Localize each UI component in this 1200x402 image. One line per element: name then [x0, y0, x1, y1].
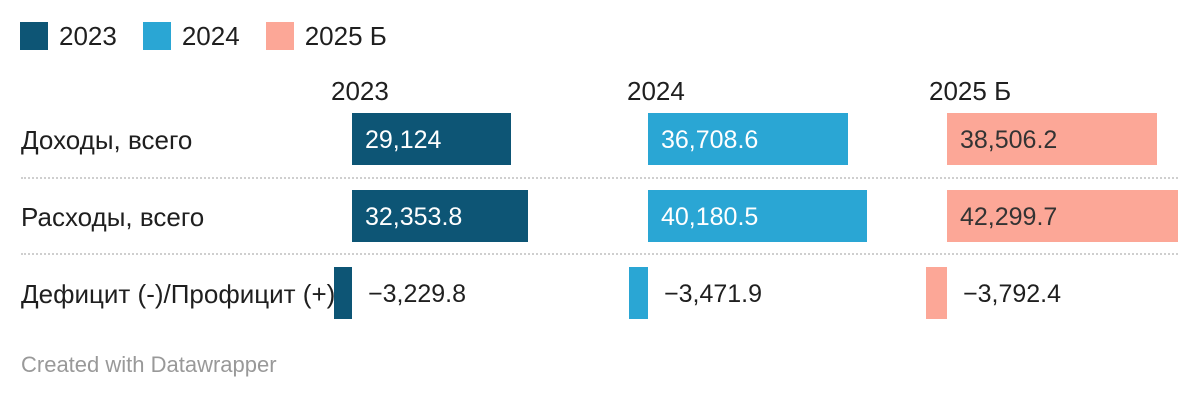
column-header: 2023 [331, 76, 389, 106]
bar [334, 267, 352, 319]
bar-value-label: −3,471.9 [664, 280, 763, 308]
legend-item: 2025 Б [265, 21, 387, 51]
legend-label: 2025 Б [304, 21, 387, 51]
legend-item: 2023 [20, 22, 117, 50]
legend: 2023 2024 2025 Б [20, 22, 413, 50]
column-header: 2024 [627, 76, 685, 106]
column-header: 2025 Б [929, 76, 1012, 106]
legend-item: 2024 [142, 21, 240, 51]
bar-value-label: 38,506.2 [960, 126, 1058, 154]
legend-label: 2023 [59, 21, 117, 51]
bar-value-label: −3,792.4 [963, 280, 1062, 308]
bar [947, 190, 1178, 242]
legend-swatch-icon [265, 22, 294, 50]
row-label: Расходы, всего [21, 202, 205, 232]
legend-swatch-icon [142, 22, 171, 50]
row-separator [21, 253, 1178, 255]
bar-value-label: −3,229.8 [368, 280, 467, 308]
row-label: Доходы, всего [21, 125, 193, 155]
bar [629, 267, 648, 319]
bar-value-label: 40,180.5 [661, 203, 759, 231]
bar [352, 113, 511, 165]
bar-value-label: 42,299.7 [960, 203, 1058, 231]
bar [926, 267, 947, 319]
legend-swatch-icon [20, 22, 48, 50]
row-label: Дефицит (-)/Профицит (+) [21, 279, 336, 309]
bar [648, 113, 848, 165]
attribution-text: Created with Datawrapper [21, 352, 277, 377]
legend-label: 2024 [181, 21, 240, 51]
bar-value-label: 36,708.6 [661, 126, 759, 154]
row-separator [21, 177, 1178, 179]
bar [352, 190, 529, 242]
bar-value-label: 29,124 [365, 126, 442, 154]
bar [947, 113, 1157, 165]
bar-value-label: 32,353.8 [365, 203, 463, 231]
bar [648, 190, 867, 242]
